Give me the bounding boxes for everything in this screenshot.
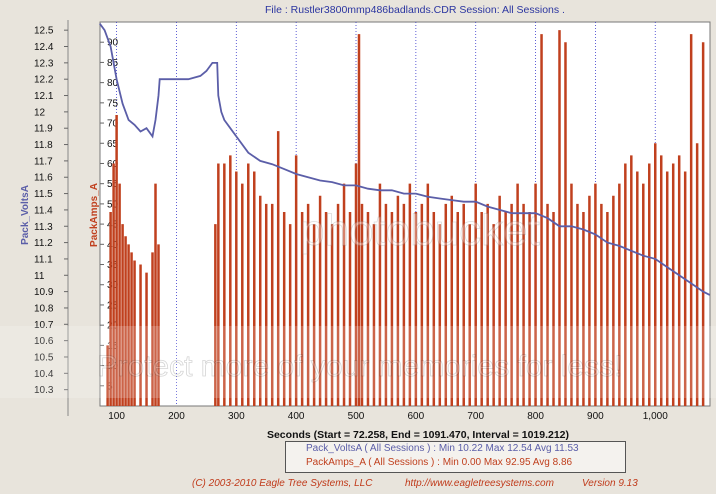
x-tick-label: 600 (408, 411, 425, 422)
legend-volts: Pack_VoltsA ( All Sessions ) : Min 10.22… (306, 443, 579, 454)
x-tick-label: 300 (228, 411, 245, 422)
watermark-slogan: Protect more of your memories for less! (97, 350, 622, 383)
amps-tick-label: 80 (107, 78, 119, 89)
left-tick-label: 10.3 (34, 385, 54, 396)
legend-amps: PackAmps_A ( All Sessions ) : Min 0.00 M… (306, 457, 573, 468)
amps-tick-label: 70 (107, 119, 119, 130)
left-tick-label: 11 (34, 271, 45, 282)
website-link[interactable]: http://www.eagletreesystems.com (405, 478, 554, 489)
left-tick-label: 12.1 (34, 91, 54, 102)
left-tick-label: 12.2 (34, 75, 54, 86)
header-strip (0, 0, 716, 20)
left-tick-label: 12.4 (34, 42, 54, 53)
x-tick-label: 1,000 (643, 411, 668, 422)
left-tick-label: 11.1 (34, 254, 53, 265)
left-tick-label: 10.4 (34, 369, 54, 380)
legend: Pack_VoltsA ( All Sessions ) : Min 10.22… (285, 441, 626, 473)
copyright-text: (C) 2003-2010 Eagle Tree Systems, LLC (192, 478, 373, 489)
x-tick-label: 700 (467, 411, 484, 422)
x-axis-label: Seconds (Start = 72.258, End = 1091.470,… (267, 429, 569, 441)
volts-line (99, 23, 711, 296)
left-tick-label: 12.3 (34, 58, 54, 69)
file-title: File : Rustler3800mmp486badlands.CDR Ses… (265, 4, 565, 16)
left-tick-label: 11.8 (34, 140, 53, 151)
left-tick-label: 11.6 (34, 173, 53, 184)
volts-series (99, 23, 711, 296)
amps-tick-label: 65 (107, 139, 119, 150)
left-tick-label: 12.5 (34, 26, 54, 37)
left-tick-label: 11.5 (34, 189, 53, 200)
amps-series (106, 30, 705, 406)
x-tick-label: 500 (348, 411, 365, 422)
left-axis-panel (0, 20, 70, 416)
amps-tick-label: 75 (107, 98, 119, 109)
right-axis-label: PackAmps_A (89, 183, 100, 247)
watermark: photobucket Protect more of your memorie… (0, 206, 716, 398)
amps-tick-label: 90 (107, 38, 119, 49)
x-tick-label: 800 (527, 411, 544, 422)
left-axis-ticks: 10.3 10.4 10.5 10.6 10.7 10.8 10.9 11 11.1 11.2 11… (34, 26, 68, 396)
version-text: Version 9.13 (582, 478, 638, 489)
x-tick-label: 100 (108, 411, 125, 422)
x-axis-ticks: 100 200 300 400 500 600 700 800 900 1,000 (108, 411, 668, 422)
left-tick-label: 10.5 (34, 352, 54, 363)
left-tick-label: 10.7 (34, 320, 54, 331)
left-tick-label: 11.9 (34, 124, 53, 135)
left-tick-label: 11.2 (34, 238, 53, 249)
x-tick-label: 400 (288, 411, 305, 422)
x-tick-label: 900 (587, 411, 604, 422)
left-axis-label: Pack_VoltsA (20, 185, 31, 245)
left-tick-label: 11.7 (34, 156, 53, 167)
watermark-logo: photobucket (300, 206, 540, 255)
watermark-band (0, 326, 716, 398)
left-tick-label: 11.4 (34, 205, 53, 216)
left-tick-label: 11.3 (34, 222, 53, 233)
left-tick-label: 10.6 (34, 336, 54, 347)
x-tick-label: 200 (168, 411, 185, 422)
amps-tick-label: 85 (107, 58, 119, 69)
left-tick-label: 10.8 (34, 303, 54, 314)
left-tick-label: 12 (34, 107, 46, 118)
left-tick-label: 10.9 (34, 287, 54, 298)
